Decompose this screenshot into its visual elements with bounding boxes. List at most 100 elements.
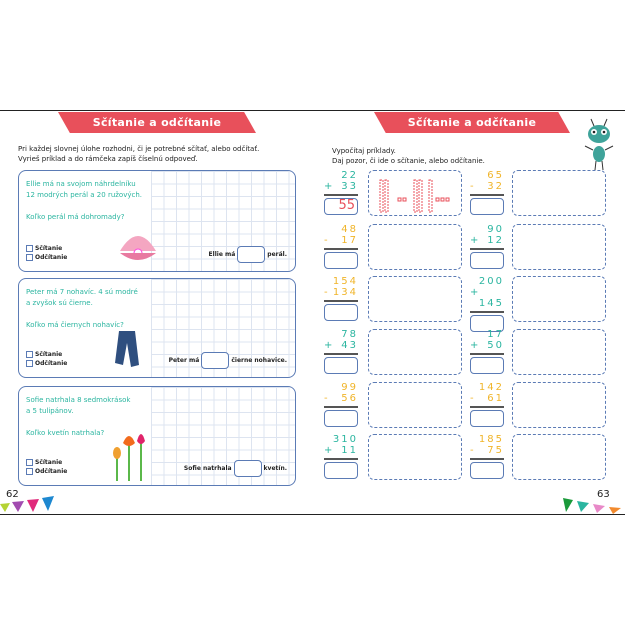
checkbox[interactable]	[26, 468, 33, 475]
arithmetic-problem: 22 +33 55	[324, 170, 358, 215]
work-area[interactable]	[368, 382, 462, 428]
arithmetic-problem: 200 +145	[470, 276, 504, 332]
work-area[interactable]	[368, 329, 462, 375]
operand-a: 22	[341, 170, 358, 181]
answer-input[interactable]	[237, 246, 266, 263]
operand-b-row: -56	[324, 393, 358, 404]
answer-prefix: Ellie má	[208, 251, 236, 258]
checkbox-subtraction[interactable]: Odčítanie	[26, 360, 67, 367]
operator: -	[324, 287, 330, 298]
work-grid[interactable]	[151, 387, 295, 485]
result-input[interactable]	[324, 303, 358, 321]
result-input[interactable]	[470, 251, 504, 269]
checkbox[interactable]	[26, 459, 33, 466]
instruction-line: Vyrieš príklad a do rámčeka zapíš číseln…	[18, 155, 198, 163]
checkbox-label: Sčítanie	[35, 351, 63, 358]
checkbox-label: Odčítanie	[35, 360, 68, 367]
answer-prefix: Peter má	[168, 357, 200, 364]
checkbox-subtraction[interactable]: Odčítanie	[26, 254, 67, 261]
checkbox-subtraction[interactable]: Odčítanie	[26, 468, 67, 475]
operand-a: 310	[332, 434, 358, 445]
problem-text: Peter má 7 nohavíc. 4 sú modré a zvyšok s…	[26, 287, 176, 331]
tens-ones-blocks-icon	[379, 179, 450, 213]
operator: -	[324, 393, 330, 404]
right-page-title: Sčítanie a odčítanie	[374, 112, 570, 133]
result-input[interactable]	[324, 409, 358, 427]
operand-b-row: +43	[324, 340, 358, 351]
problem-line: Peter má 7 nohavíc. 4 sú modré	[26, 288, 138, 296]
sum-line	[470, 248, 504, 250]
sum-line	[324, 353, 358, 355]
work-area[interactable]	[512, 170, 606, 216]
operand-a: 48	[341, 224, 358, 235]
work-area[interactable]	[512, 329, 606, 375]
operand-a: 142	[478, 382, 504, 393]
operator: -	[470, 181, 476, 192]
work-grid[interactable]	[151, 171, 295, 271]
operator: +	[324, 340, 335, 351]
result-input[interactable]	[324, 251, 358, 269]
operator: -	[324, 235, 330, 246]
operand-a: 200	[478, 276, 504, 287]
operator: +	[324, 445, 335, 456]
answer-sentence: Peter má čierne nohavice.	[169, 352, 287, 369]
problem-question: Koľko kvetín natrhala?	[26, 429, 105, 437]
work-area[interactable]	[368, 434, 462, 480]
checkbox-addition[interactable]: Sčítanie	[26, 351, 67, 358]
operand-b: 32	[487, 181, 504, 192]
operand-b-row: +11	[324, 445, 358, 456]
result-input[interactable]	[324, 356, 358, 374]
operand-b: 61	[487, 393, 504, 404]
answer-suffix: čierne nohavice.	[231, 357, 287, 364]
result-input[interactable]	[470, 409, 504, 427]
operand-b: 134	[332, 287, 358, 298]
operand-a: 154	[332, 276, 358, 287]
problem-text: Sofie natrhala 8 sedmokrások a 5 tulipáno…	[26, 395, 176, 439]
sum-line	[470, 194, 504, 196]
answer-suffix: kvetín.	[263, 465, 287, 472]
work-area[interactable]	[368, 170, 462, 216]
result-input[interactable]	[324, 461, 358, 479]
sum-line	[324, 248, 358, 250]
work-area[interactable]	[368, 276, 462, 322]
checkbox[interactable]	[26, 254, 33, 261]
checkbox[interactable]	[26, 245, 33, 252]
answer-prefix: Sofie natrhala	[183, 465, 232, 472]
work-area[interactable]	[512, 434, 606, 480]
result-input[interactable]: 55	[324, 197, 358, 215]
arithmetic-problem: 154 -134	[324, 276, 358, 321]
operator: +	[470, 340, 481, 351]
work-area[interactable]	[368, 224, 462, 270]
problem-line: a 5 tulipánov.	[26, 407, 74, 415]
operator: +	[470, 235, 481, 246]
left-instructions: Pri každej slovnej úlohe rozhodni, či je…	[18, 144, 259, 164]
work-area[interactable]	[512, 224, 606, 270]
checkbox-label: Sčítanie	[35, 245, 63, 252]
checkbox-addition[interactable]: Sčítanie	[26, 459, 67, 466]
result-input[interactable]	[470, 314, 504, 332]
pearl-shell-icon	[116, 227, 160, 271]
operand-b-row: +33	[324, 181, 358, 192]
operand-b: 43	[341, 340, 358, 351]
result-input[interactable]	[470, 356, 504, 374]
operand-b: 145	[478, 298, 504, 309]
word-problem-card: Peter má 7 nohavíc. 4 sú modré a zvyšok s…	[18, 278, 296, 378]
checkbox[interactable]	[26, 360, 33, 367]
instruction-line: Pri každej slovnej úlohe rozhodni, či je…	[18, 145, 260, 153]
operand-b: 17	[341, 235, 358, 246]
operand-b-row: +12	[470, 235, 504, 246]
checkbox-addition[interactable]: Sčítanie	[26, 245, 67, 252]
word-problem-card: Sofie natrhala 8 sedmokrások a 5 tulipáno…	[18, 386, 296, 486]
answer-input[interactable]	[233, 460, 262, 477]
result-input[interactable]	[470, 197, 504, 215]
checkbox[interactable]	[26, 351, 33, 358]
operand-b: 56	[341, 393, 358, 404]
answer-input[interactable]	[201, 352, 230, 369]
problem-line: a zvyšok sú čierne.	[26, 299, 93, 307]
work-area[interactable]	[512, 276, 606, 322]
sum-line	[470, 353, 504, 355]
work-area[interactable]	[512, 382, 606, 428]
sum-line	[470, 406, 504, 408]
result-input[interactable]	[470, 461, 504, 479]
arithmetic-problem: 78 +43	[324, 329, 358, 374]
